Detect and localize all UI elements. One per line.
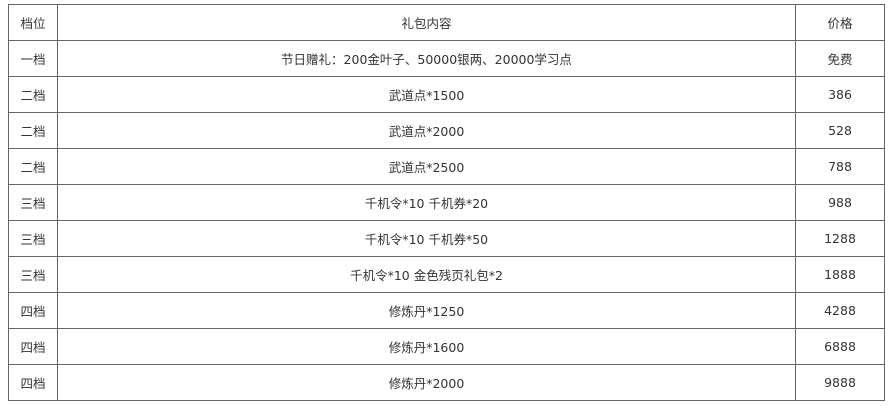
tier-cell: 三档 bbox=[8, 256, 58, 293]
content-cell: 武道点*2000 bbox=[57, 112, 796, 149]
tier-cell: 二档 bbox=[8, 148, 58, 185]
table-row: 二档 武道点*1500 386 bbox=[8, 76, 885, 113]
header-content: 礼包内容 bbox=[57, 4, 796, 41]
gift-pack-table: 档位 礼包内容 价格 一档 节日赠礼：200金叶子、50000银两、20000学习… bbox=[8, 4, 885, 401]
tier-cell: 三档 bbox=[8, 220, 58, 257]
content-cell: 武道点*2500 bbox=[57, 148, 796, 185]
content-cell: 修炼丹*1250 bbox=[57, 292, 796, 329]
tier-cell: 四档 bbox=[8, 364, 58, 401]
header-tier: 档位 bbox=[8, 4, 58, 41]
price-cell: 1288 bbox=[795, 220, 885, 257]
tier-cell: 一档 bbox=[8, 40, 58, 77]
price-cell: 9888 bbox=[795, 364, 885, 401]
table-row: 二档 武道点*2500 788 bbox=[8, 148, 885, 185]
content-cell: 武道点*1500 bbox=[57, 76, 796, 113]
content-cell: 千机令*10 金色残页礼包*2 bbox=[57, 256, 796, 293]
table-row: 四档 修炼丹*1250 4288 bbox=[8, 292, 885, 329]
tier-cell: 四档 bbox=[8, 328, 58, 365]
table-row: 四档 修炼丹*1600 6888 bbox=[8, 328, 885, 365]
content-cell: 千机令*10 千机券*50 bbox=[57, 220, 796, 257]
price-cell: 免费 bbox=[795, 40, 885, 77]
price-cell: 788 bbox=[795, 148, 885, 185]
price-cell: 528 bbox=[795, 112, 885, 149]
content-cell: 节日赠礼：200金叶子、50000银两、20000学习点 bbox=[57, 40, 796, 77]
content-cell: 修炼丹*1600 bbox=[57, 328, 796, 365]
table-row: 三档 千机令*10 千机券*50 1288 bbox=[8, 220, 885, 257]
tier-cell: 二档 bbox=[8, 112, 58, 149]
table-row: 四档 修炼丹*2000 9888 bbox=[8, 364, 885, 401]
price-cell: 386 bbox=[795, 76, 885, 113]
table-row: 二档 武道点*2000 528 bbox=[8, 112, 885, 149]
tier-cell: 二档 bbox=[8, 76, 58, 113]
price-cell: 4288 bbox=[795, 292, 885, 329]
price-cell: 1888 bbox=[795, 256, 885, 293]
price-cell: 6888 bbox=[795, 328, 885, 365]
tier-cell: 四档 bbox=[8, 292, 58, 329]
content-cell: 千机令*10 千机券*20 bbox=[57, 184, 796, 221]
tier-cell: 三档 bbox=[8, 184, 58, 221]
content-cell: 修炼丹*2000 bbox=[57, 364, 796, 401]
price-cell: 988 bbox=[795, 184, 885, 221]
table-row: 三档 千机令*10 千机券*20 988 bbox=[8, 184, 885, 221]
table-row: 一档 节日赠礼：200金叶子、50000银两、20000学习点 免费 bbox=[8, 40, 885, 77]
table-row: 三档 千机令*10 金色残页礼包*2 1888 bbox=[8, 256, 885, 293]
header-price: 价格 bbox=[795, 4, 885, 41]
table-header-row: 档位 礼包内容 价格 bbox=[8, 4, 885, 41]
